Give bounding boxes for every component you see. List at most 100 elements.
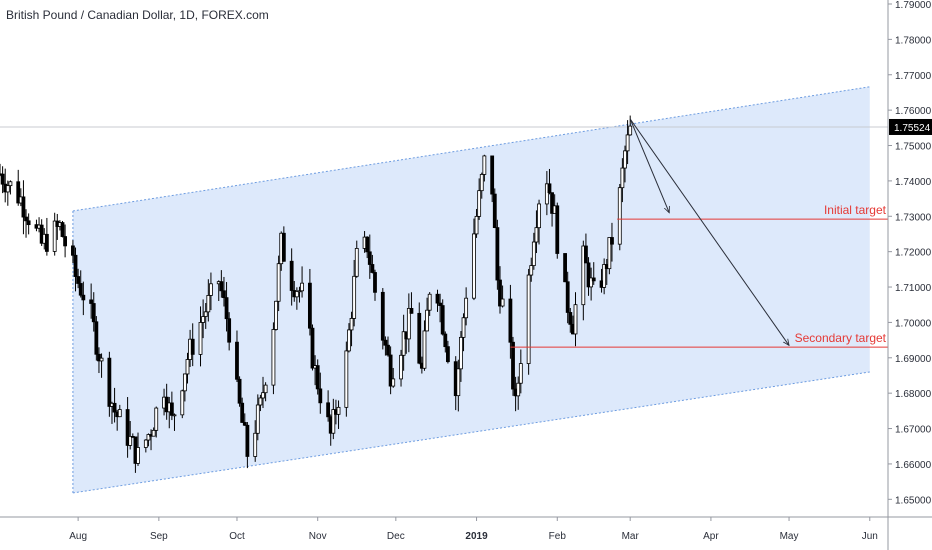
candle [117, 404, 122, 418]
candle-body [537, 203, 541, 229]
x-tick-label: Aug [69, 531, 87, 542]
candle [52, 212, 57, 256]
y-tick-label: 1.72000 [895, 248, 932, 259]
x-tick-label: Sep [150, 531, 168, 542]
candle [617, 183, 622, 251]
candle [623, 145, 627, 183]
y-tick-label: 1.79000 [895, 0, 932, 11]
candle-body [300, 282, 304, 292]
y-tick-label: 1.68000 [895, 389, 932, 400]
candle-body [94, 321, 99, 355]
candle [544, 171, 549, 216]
candle [440, 299, 445, 336]
candle [591, 262, 596, 285]
candle-body [425, 309, 429, 332]
candle [253, 420, 258, 462]
candle [388, 346, 393, 395]
candle [347, 323, 351, 353]
candle-body [44, 233, 49, 252]
candle-body [380, 291, 385, 341]
candle [261, 376, 265, 409]
candle-body [534, 227, 539, 243]
candle [446, 340, 450, 364]
candle [482, 154, 487, 182]
candle-body [617, 187, 622, 245]
candle [586, 257, 591, 296]
candle [568, 307, 573, 333]
candle [190, 323, 195, 367]
candle-body [206, 295, 211, 313]
current-price-label: 1.75524 [894, 123, 931, 134]
candle-body [563, 253, 567, 283]
candle-body [169, 402, 174, 416]
symbol-title: British Pound / Canadian Dollar, 1D, FOR… [6, 8, 269, 22]
candle [315, 359, 320, 395]
candle [258, 394, 263, 412]
candle [245, 422, 250, 469]
candle [112, 387, 117, 423]
candle-body [529, 265, 534, 276]
candle-body [628, 125, 633, 136]
candle-body [5, 185, 10, 193]
candle-body [326, 402, 331, 418]
candle-body [550, 192, 554, 214]
candle [24, 209, 28, 238]
candle [406, 293, 411, 353]
candle-body [461, 317, 466, 338]
candle-body [185, 359, 190, 375]
candle [422, 320, 427, 371]
candle [263, 382, 268, 402]
candle-body [409, 308, 414, 314]
candle [281, 226, 286, 262]
candle-body [253, 432, 258, 457]
candle [573, 292, 578, 347]
candle [94, 316, 99, 361]
candle-body [518, 363, 523, 384]
candle-body [474, 215, 479, 235]
candle-body [294, 291, 299, 298]
candle [89, 283, 94, 319]
candle-body [128, 435, 133, 446]
candle-body [417, 312, 422, 364]
candle-body [602, 264, 607, 288]
candle [307, 268, 312, 336]
candle-body [625, 134, 630, 152]
candle [417, 302, 422, 365]
candle-body [555, 205, 560, 254]
candle [136, 432, 140, 466]
candle [297, 286, 302, 303]
candle [477, 178, 482, 220]
candle [128, 421, 133, 450]
candle [409, 292, 414, 314]
targets-layer: Initial target Secondary target [510, 203, 888, 348]
candle-body [146, 434, 151, 441]
candle-body [261, 392, 265, 399]
x-tick-label: Oct [229, 531, 245, 542]
candle [555, 202, 560, 259]
candle [373, 269, 377, 301]
candle-body [373, 272, 377, 293]
candle-body [21, 196, 26, 218]
y-tick-label: 1.70000 [895, 318, 932, 329]
candle-body [136, 447, 140, 464]
candle-body [276, 263, 281, 302]
candle [456, 359, 461, 412]
candle-body [125, 409, 130, 446]
candle-body [586, 262, 591, 288]
candle-body [24, 216, 28, 222]
candle [565, 271, 570, 324]
candle-body [227, 318, 232, 343]
candle-body [422, 330, 427, 369]
candle-body [52, 220, 57, 252]
candle [274, 300, 278, 331]
candle [151, 427, 156, 437]
y-tick-label: 1.65000 [895, 495, 932, 506]
channel-fill [72, 86, 870, 493]
candle-body [344, 350, 349, 408]
candle [584, 233, 588, 264]
candle [511, 336, 515, 396]
candle-body [281, 232, 286, 262]
candle-body [388, 354, 393, 387]
x-tick-label: 2019 [465, 531, 488, 542]
